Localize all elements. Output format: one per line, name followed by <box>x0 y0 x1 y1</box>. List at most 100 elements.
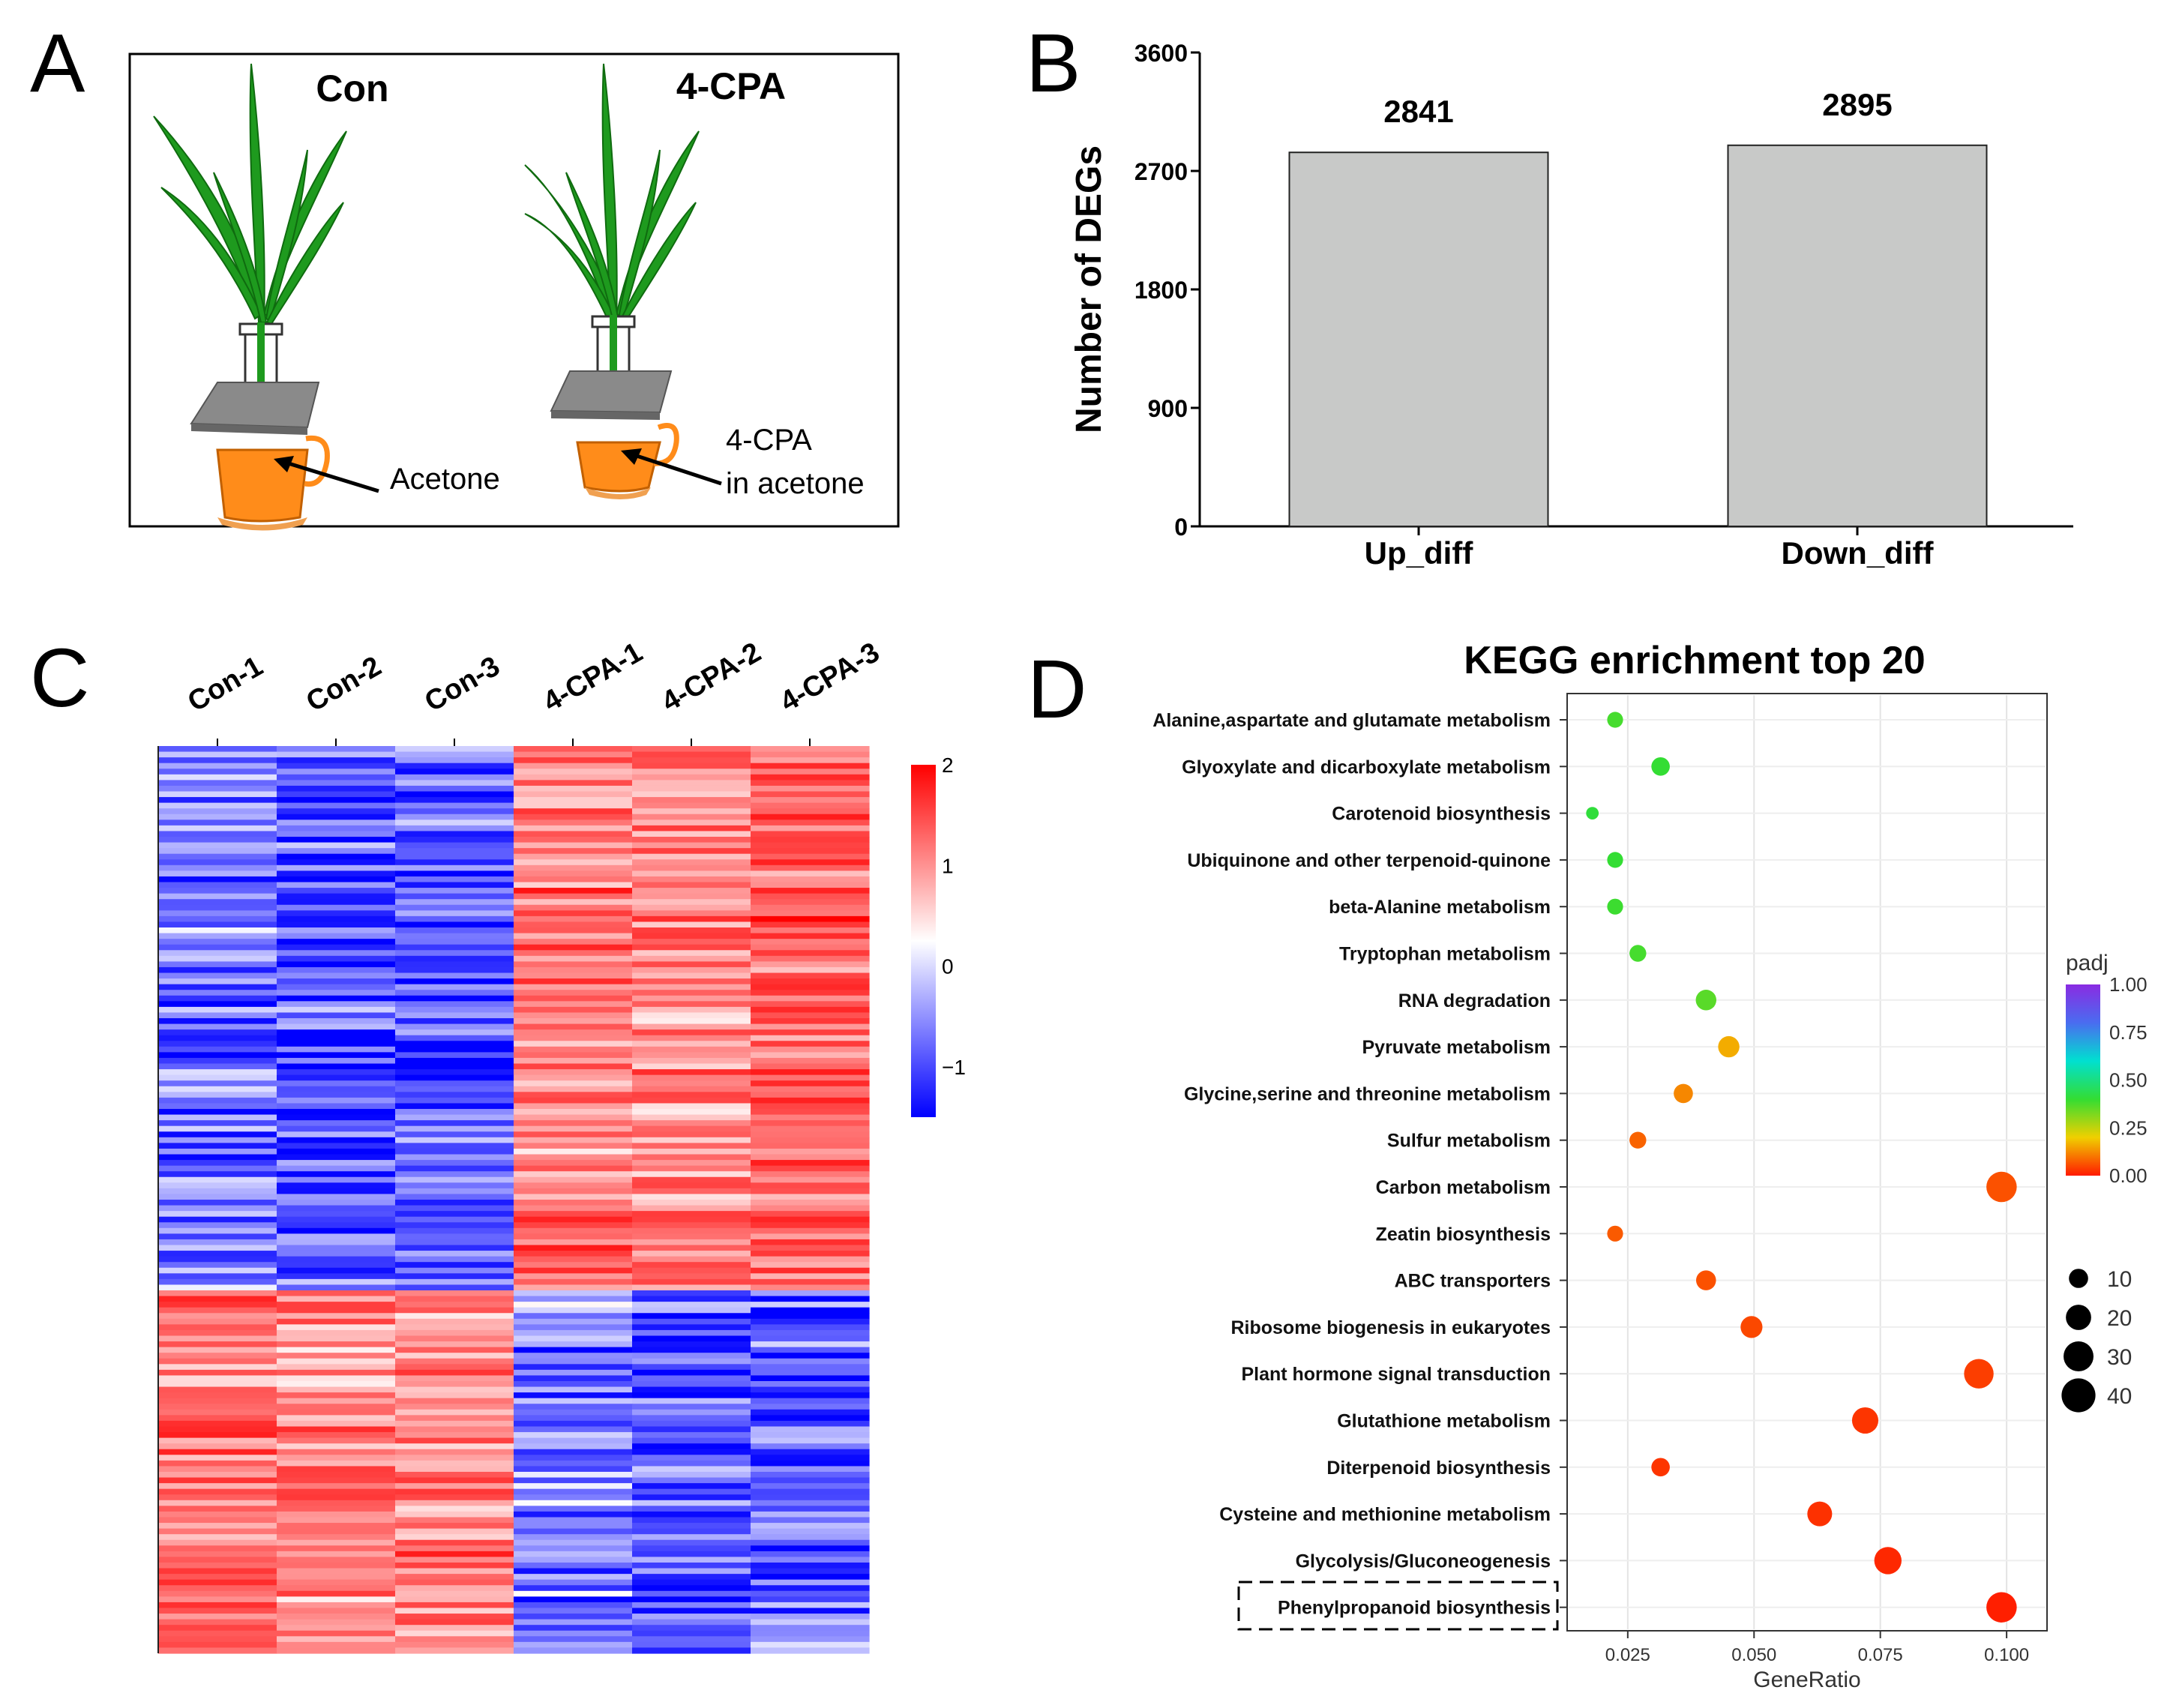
heatmap-cell <box>158 888 277 894</box>
heatmap-cell <box>158 1494 277 1501</box>
heatmap-cell <box>277 1585 396 1592</box>
heatmap-cell <box>395 1426 514 1433</box>
heatmap-cell <box>632 1313 751 1320</box>
heatmap-cell <box>632 820 751 826</box>
kegg-point <box>1718 1035 1740 1058</box>
heatmap-cell <box>514 1500 633 1506</box>
heatmap-cell <box>277 978 396 985</box>
heatmap-cell <box>632 1539 751 1546</box>
heatmap-cell <box>632 1574 751 1581</box>
heatmap-cell <box>751 1392 870 1399</box>
heatmap-cell <box>277 1426 396 1433</box>
heatmap-cell <box>395 1449 514 1455</box>
heatmap-cell <box>751 1318 870 1325</box>
heatmap-cell <box>395 1579 514 1586</box>
heatmap-cell <box>632 870 751 877</box>
heatmap-cell <box>632 961 751 968</box>
heatmap-cell <box>395 1001 514 1008</box>
padj-legend-tick-label: 0.25 <box>2109 1116 2148 1139</box>
heatmap-cell <box>751 1443 870 1450</box>
heatmap-cell <box>277 1472 396 1479</box>
highlight-box-phenylpropanoid <box>1237 1581 1559 1631</box>
heatmap-cell <box>632 1511 751 1518</box>
heatmap-cell <box>277 1483 396 1490</box>
heatmap-cell <box>395 1415 514 1422</box>
heatmap-cell <box>632 990 751 996</box>
heatmap-cell <box>632 1143 751 1149</box>
heatmap-cell <box>277 1160 396 1167</box>
heatmap-cell <box>158 1551 277 1558</box>
heatmap-cell <box>277 1358 396 1365</box>
heatmap-cell <box>158 972 277 979</box>
heatmap-cell <box>395 927 514 934</box>
heatmap-colorbar-tick-label: 1 <box>942 854 954 877</box>
kegg-x-tick-label: 0.100 <box>1984 1645 2029 1665</box>
heatmap-cell <box>751 1143 870 1149</box>
heatmap-cell <box>632 1625 751 1632</box>
heatmap-cell <box>277 1041 396 1047</box>
heatmap-cell <box>632 1466 751 1473</box>
heatmap-cell <box>632 802 751 809</box>
heatmap-cell <box>514 933 633 939</box>
heatmap-cell <box>158 1636 277 1643</box>
heatmap-cell <box>751 1023 870 1030</box>
heatmap-cell <box>395 1262 514 1269</box>
heatmap-cell <box>395 1023 514 1030</box>
heatmap-cell <box>751 1211 870 1218</box>
kegg-title: KEGG enrichment top 20 <box>1464 639 1925 682</box>
heatmap-cell <box>514 1432 633 1439</box>
heatmap-cell <box>277 1647 396 1654</box>
heatmap-cell <box>514 1420 633 1428</box>
kegg-term-label: Tryptophan metabolism <box>1339 944 1551 965</box>
heatmap-cell <box>632 944 751 951</box>
kegg-point <box>1629 1131 1647 1149</box>
heatmap-cell <box>158 1131 277 1138</box>
heatmap-cell <box>514 1574 633 1581</box>
heatmap-cell <box>514 1375 633 1382</box>
heatmap-cell <box>632 1488 751 1495</box>
heatmap-cell <box>395 1511 514 1518</box>
heatmap-cell <box>632 1211 751 1218</box>
heatmap-cell <box>158 1539 277 1546</box>
size-legend: 10 20 30 40 <box>2061 1267 2132 1413</box>
heatmap-cell <box>158 1477 277 1484</box>
heatmap-cell <box>277 1092 396 1098</box>
heatmap-cell <box>277 1222 396 1229</box>
heatmap-cell <box>277 1534 396 1541</box>
heatmap-cell <box>751 1103 870 1110</box>
heatmap-cell <box>751 1619 870 1626</box>
heatmap-cell <box>158 1523 277 1530</box>
heatmap-cell <box>751 1041 870 1047</box>
kegg-term-label: Glycine,serine and threonine metabolism <box>1184 1083 1551 1104</box>
heatmap-cell <box>277 831 396 838</box>
heatmap-cell <box>395 904 514 911</box>
heatmap-cell <box>158 1006 277 1014</box>
heatmap-cell <box>632 1273 751 1280</box>
heatmap-cell <box>514 888 633 894</box>
bar-y-tick-label: 900 <box>1148 395 1188 422</box>
heatmap-cell <box>632 1063 751 1070</box>
heatmap-cell <box>158 1080 277 1087</box>
heatmap-cell <box>395 1409 514 1416</box>
heatmap-cell <box>395 837 514 844</box>
heatmap-cell <box>395 1137 514 1143</box>
heatmap-cell <box>514 1630 633 1637</box>
heatmap-cell <box>632 1494 751 1501</box>
heatmap-cell <box>395 1636 514 1643</box>
heatmap-cell <box>514 995 633 1002</box>
heatmap-cell <box>395 1154 514 1161</box>
bar-data-label: 2895 <box>1822 87 1892 122</box>
heatmap-cell <box>158 1307 277 1314</box>
heatmap-cell <box>751 921 870 928</box>
heatmap-cell <box>751 882 870 888</box>
heatmap-cell <box>277 990 396 996</box>
heatmap-cell <box>395 1097 514 1104</box>
kegg-term-label: Pyruvate metabolism <box>1362 1037 1551 1058</box>
heatmap-cell <box>277 1466 396 1473</box>
heatmap-cell <box>751 1307 870 1314</box>
kegg-term-label: Sulfur metabolism <box>1387 1131 1551 1152</box>
heatmap-cell <box>395 1125 514 1132</box>
heatmap-cell <box>632 1523 751 1530</box>
heatmap-column-labels: Con-1 Con-2 Con-3 4-CPA-1 4-CPA-2 4-CPA-3 <box>183 637 885 746</box>
heatmap-cell <box>158 1165 277 1172</box>
